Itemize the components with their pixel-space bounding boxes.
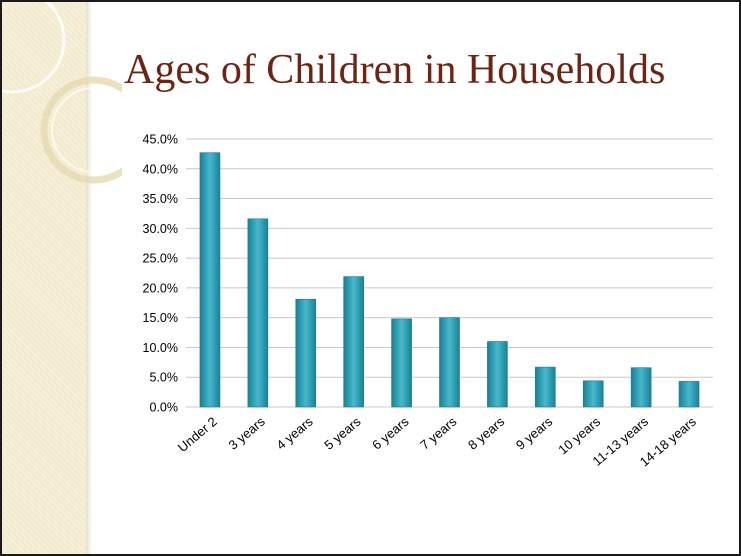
x-category-label: Under 2 [175, 414, 220, 455]
bar-10 [630, 367, 652, 408]
y-tick-label: 40.0% [143, 162, 178, 176]
y-tick-label: 30.0% [143, 222, 178, 236]
x-category-label: 8 years [465, 413, 508, 452]
bar-4 [343, 276, 364, 408]
x-category-label: 4 years [273, 413, 316, 452]
bar-6 [439, 317, 460, 408]
y-tick-label: 20.0% [143, 281, 178, 295]
x-category-label: 6 years [369, 413, 412, 452]
y-tick-label: 35.0% [143, 192, 178, 206]
y-tick-label: 25.0% [143, 252, 178, 266]
x-category-label: 5 years [321, 413, 364, 452]
y-tick-label: 45.0% [143, 133, 178, 147]
bar-11 [678, 381, 700, 408]
bar-3 [295, 298, 317, 408]
bar-1 [199, 152, 221, 408]
bar-8 [535, 366, 556, 408]
bar-7 [487, 341, 508, 408]
side-band-edge [86, 2, 92, 554]
slide-title: Ages of Children in Households [124, 47, 666, 93]
x-category-label: 3 years [225, 413, 268, 452]
x-category-label: 9 years [513, 413, 556, 452]
y-tick-label: 15.0% [143, 311, 178, 325]
bar-2 [247, 218, 269, 408]
y-tick-label: 10.0% [143, 341, 178, 355]
decorative-circles [2, 2, 122, 184]
x-category-label: 7 years [417, 413, 460, 452]
bar-5 [391, 318, 412, 408]
y-axis-ticks: 0.0% 5.0% 10.0% 15.0% 20.0% 25.0% 30.0% 35.0% 40… [143, 133, 178, 415]
y-tick-label: 0.0% [150, 401, 179, 415]
y-tick-label: 5.0% [150, 371, 179, 385]
bar-9 [582, 380, 604, 408]
bars [199, 152, 700, 408]
